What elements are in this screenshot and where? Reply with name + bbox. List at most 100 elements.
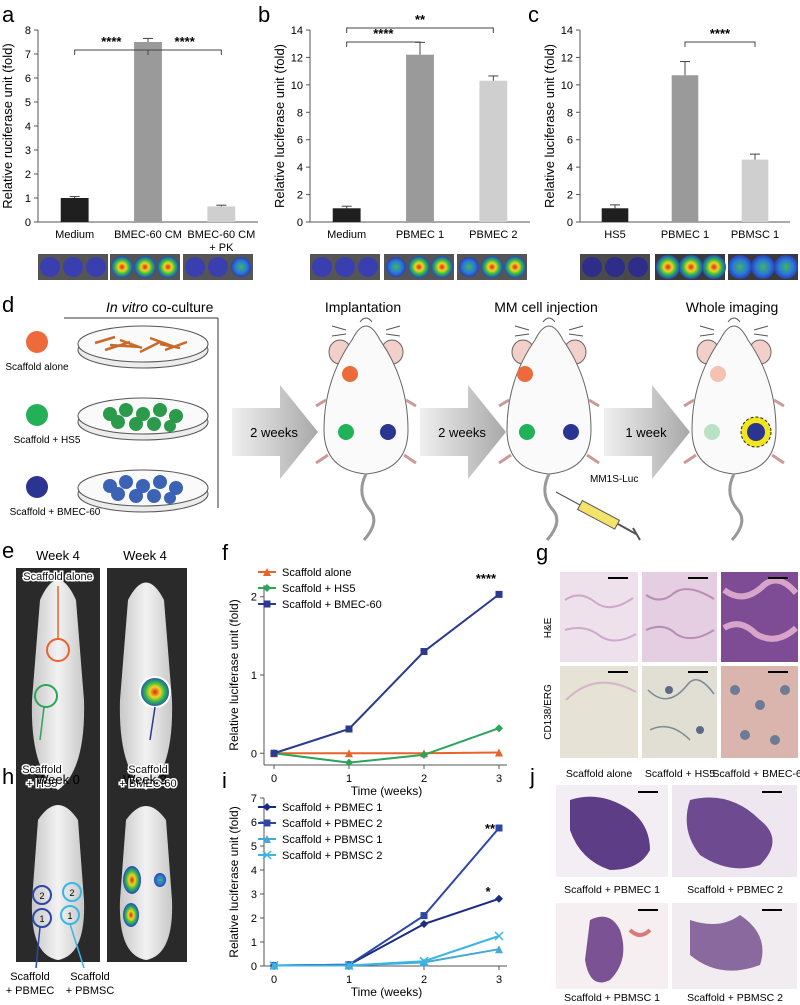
significance-label: **** xyxy=(476,571,497,586)
marker-square xyxy=(420,648,428,656)
circle-number-2: 2 xyxy=(69,888,74,898)
condition-dot-alone xyxy=(26,331,48,353)
condition-label-alone: Scaffold alone xyxy=(5,362,69,373)
mouse-injection xyxy=(498,317,600,541)
time-arrow-2: 2 weeks xyxy=(420,385,506,479)
significance-bracket xyxy=(147,49,222,55)
x-tick-label: 3 xyxy=(496,974,502,986)
significance-label: * xyxy=(485,884,491,899)
y-tick-label: 12 xyxy=(291,52,303,64)
y-tick-label: 8 xyxy=(25,25,31,37)
category-label: PBMEC 2 xyxy=(469,229,517,241)
caption-j-pbmec2: Scaffold + PBMEC 2 xyxy=(687,884,783,896)
series-line xyxy=(274,935,500,967)
significance-label: **** xyxy=(175,34,196,49)
x-axis-label: Time (weeks) xyxy=(351,784,423,798)
row-label-he: H&E xyxy=(543,617,554,638)
y-axis-label: Relative ruciferase unit (fold) xyxy=(0,43,15,208)
series-line xyxy=(274,751,500,755)
luminescence-wells-c xyxy=(580,254,798,280)
legend-label: Scaffold + PBMSC 2 xyxy=(282,850,382,862)
marker-diamond xyxy=(420,750,428,759)
y-tick-label: 0 xyxy=(251,748,257,760)
marker-triangle xyxy=(495,945,503,954)
marker-x xyxy=(494,931,504,941)
bar xyxy=(406,54,434,222)
panel-letter-a: a xyxy=(2,2,15,27)
marker-square xyxy=(420,912,428,920)
legend-label: Scaffold + BMEC-60 xyxy=(282,599,382,611)
petri-dish-alone xyxy=(77,325,209,369)
week-label-h-left: Week 0 xyxy=(36,772,80,787)
y-tick-label: 6 xyxy=(567,135,573,147)
bar xyxy=(479,80,508,222)
marker-square xyxy=(263,600,271,608)
panel-d-schematic: In vitro co-culture Scaffold alone Scaff… xyxy=(5,299,785,541)
marker-square xyxy=(345,725,353,733)
panel-letter-e: e xyxy=(2,538,14,563)
bar-chart-c: 0 2 4 6 8 10 12 14 Relative luciferase unit (fol… xyxy=(542,25,790,241)
y-tick-label: 10 xyxy=(561,80,573,92)
bar xyxy=(332,208,361,222)
col-label-hs5: Scaffold + HS5 xyxy=(645,768,715,780)
y-tick-label: 2 xyxy=(297,190,303,202)
x-tick-label: 2 xyxy=(421,773,427,785)
marker-triangle xyxy=(420,958,428,967)
panel-letter-c: c xyxy=(528,2,539,27)
marker-diamond xyxy=(263,803,271,811)
y-tick-label: 2 xyxy=(567,190,573,202)
marker-diamond xyxy=(263,584,271,592)
y-tick-label: 4 xyxy=(567,162,573,174)
step-mm-injection: MM cell injection xyxy=(494,299,597,315)
panel-e-images: Week 4 Week 4 Scaffold alone Scaffold + … xyxy=(16,548,187,793)
label-e-hs5-2: + HS5 xyxy=(27,778,58,790)
y-tick-label: 6 xyxy=(297,135,303,147)
label-e-bmec-2: + BMEC-60 xyxy=(119,778,176,790)
y-tick-label: 0 xyxy=(297,217,303,229)
caption-j-pbmec1: Scaffold + PBMEC 1 xyxy=(564,884,660,896)
week-label-e-left: Week 4 xyxy=(36,548,80,563)
time-arrow-3: 1 week xyxy=(604,385,690,479)
x-tick-label: 1 xyxy=(346,974,352,986)
significance-bracket xyxy=(346,41,421,47)
marker-square xyxy=(263,819,271,827)
legend-label: Scaffold + PBMEC 2 xyxy=(282,818,382,830)
bar xyxy=(134,42,162,222)
marker-x xyxy=(269,960,279,971)
y-axis-label: Relative luciferase unit (fold) xyxy=(272,44,287,208)
y-tick-label: 0 xyxy=(251,961,257,973)
time-arrow-1: 2 weeks xyxy=(232,385,318,479)
marker-square xyxy=(270,749,278,757)
marker-diamond xyxy=(495,724,503,733)
legend-label: Scaffold + PBMEC 1 xyxy=(282,802,382,814)
marker-diamond xyxy=(495,894,503,903)
panel-letter-i: i xyxy=(222,768,227,793)
marker-x xyxy=(262,850,272,860)
luminescence-wells-b xyxy=(310,254,527,280)
x-tick-label: 3 xyxy=(496,773,502,785)
bioluminescence-signal xyxy=(139,676,171,708)
marker-triangle xyxy=(263,568,271,576)
y-axis-label: Relative luciferase unit (fold) xyxy=(542,44,557,208)
label-e-bmec-1: Scaffold xyxy=(128,764,168,776)
y-tick-label: 6 xyxy=(25,73,31,85)
y-tick-label: 10 xyxy=(291,80,303,92)
x-axis-label: Time (weeks) xyxy=(351,985,423,999)
petri-dish-bmec xyxy=(77,469,209,513)
significance-bracket xyxy=(346,27,494,33)
syringe-icon xyxy=(555,491,641,541)
panel-letter-b: b xyxy=(258,2,270,27)
label-h-pbmsc-1: Scaffold xyxy=(70,971,110,983)
y-tick-label: 12 xyxy=(561,52,573,64)
y-tick-label: 4 xyxy=(251,865,257,877)
week-label-e-right: Week 4 xyxy=(123,548,167,563)
culture-title: In vitro co-culture xyxy=(106,299,214,315)
significance-label: **** xyxy=(373,26,394,41)
label-h-pbmec-1: Scaffold xyxy=(10,971,50,983)
line-chart-f: 0 1 2 0 1 2 3 Time (weeks) Relative luciferase u… xyxy=(227,567,507,798)
y-tick-label: 14 xyxy=(291,25,303,37)
condition-label-bmec: Scaffold + BMEC-60 xyxy=(10,507,101,518)
circle-number-4: 1 xyxy=(67,911,72,921)
y-tick-label: 2 xyxy=(251,592,257,604)
y-tick-label: 8 xyxy=(567,107,573,119)
